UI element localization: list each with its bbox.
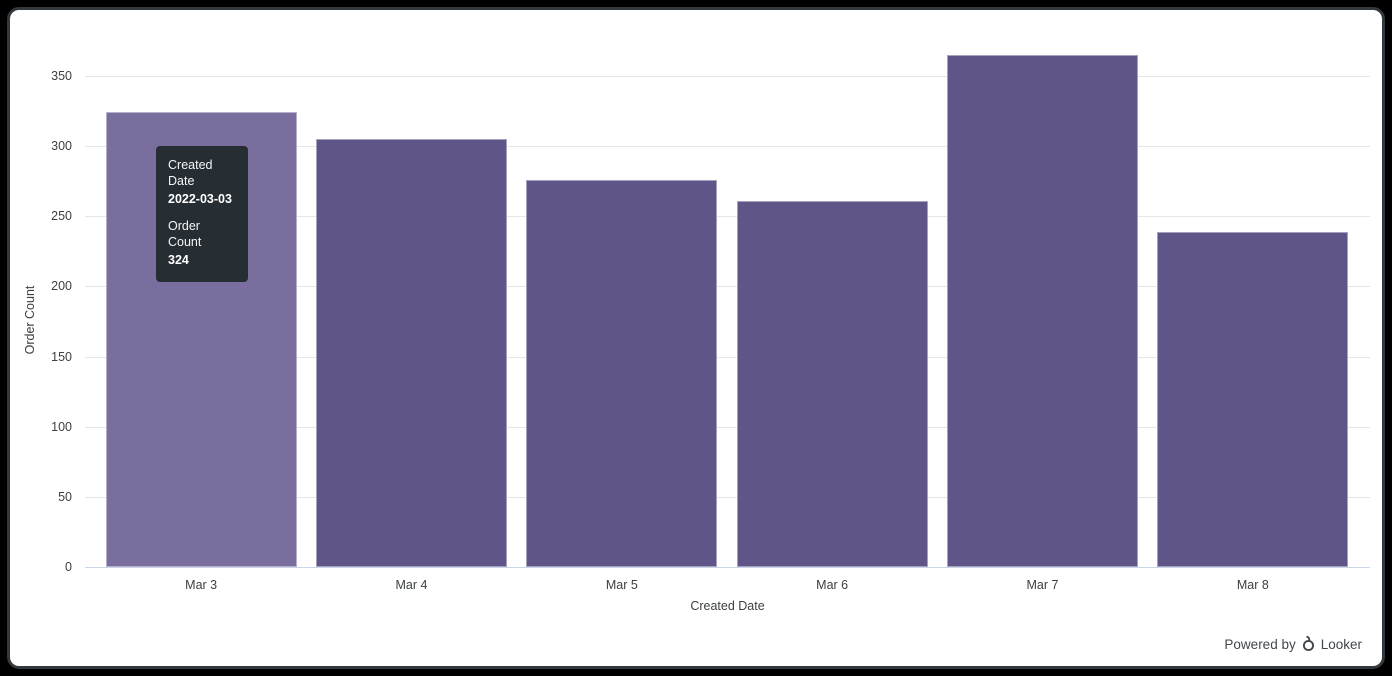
y-tick-label-200: 200 — [51, 279, 72, 294]
plot-layer: 0 50 100 150 200 250 300 350 Mar 3 Mar 4 Mar 5 Mar … — [10, 10, 1382, 666]
y-tick-label-350: 350 — [51, 69, 72, 83]
bar-mar-7[interactable] — [947, 54, 1138, 567]
tooltip-gap — [168, 208, 236, 219]
powered-by-looker[interactable]: Powered by Looker — [1224, 634, 1362, 655]
tooltip-dimension-value: 2022-03-03 — [168, 192, 232, 207]
y-gridline-200 — [85, 286, 1370, 288]
bar-mar-8[interactable] — [1157, 231, 1349, 567]
x-tick-label-mar-8: Mar 8 — [1236, 578, 1269, 592]
y-gridline-150 — [85, 356, 1370, 358]
tooltip-measure-value: 324 — [168, 253, 189, 268]
looker-brand-text: Looker — [1320, 637, 1362, 652]
y-tick-label-150: 150 — [51, 349, 72, 364]
y-axis-title: Order Count — [23, 285, 37, 355]
y-gridline-100 — [85, 426, 1370, 428]
y-tick-label-100: 100 — [51, 419, 72, 434]
powered-by-text: Powered by — [1224, 637, 1296, 652]
tooltip-measure-label: Order Count — [168, 218, 202, 249]
x-tick-label-mar-6: Mar 6 — [816, 578, 849, 592]
tooltip-dimension-label: Created Date — [168, 158, 213, 188]
chart-tooltip: Created Date 2022-03-03 Order Count 324 — [156, 146, 248, 282]
y-gridline-300 — [85, 146, 1370, 148]
x-tick-label-mar-4: Mar 4 — [395, 578, 428, 592]
x-axis-title: Created Date — [690, 599, 765, 613]
x-tick-label-mar-7: Mar 7 — [1026, 578, 1059, 592]
bar-mar-4[interactable] — [316, 139, 507, 567]
looker-logo-icon — [1301, 634, 1316, 655]
y-gridline-350 — [85, 76, 1370, 77]
y-tick-label-50: 50 — [58, 489, 72, 504]
x-tick-label-mar-3: Mar 3 — [185, 578, 218, 592]
y-tick-label-250: 250 — [51, 209, 72, 224]
bar-mar-5[interactable] — [526, 179, 718, 567]
chart-card: 0 50 100 150 200 250 300 350 Mar 3 Mar 4 Mar 5 Mar … — [7, 7, 1385, 669]
y-gridline-250 — [85, 216, 1370, 218]
y-tick-label-0: 0 — [65, 560, 72, 574]
x-tick-label-mar-5: Mar 5 — [605, 578, 638, 592]
y-gridline-50 — [85, 496, 1370, 498]
bar-mar-6[interactable] — [736, 200, 928, 567]
y-tick-label-300: 300 — [51, 139, 72, 154]
x-axis-line — [85, 567, 1370, 568]
